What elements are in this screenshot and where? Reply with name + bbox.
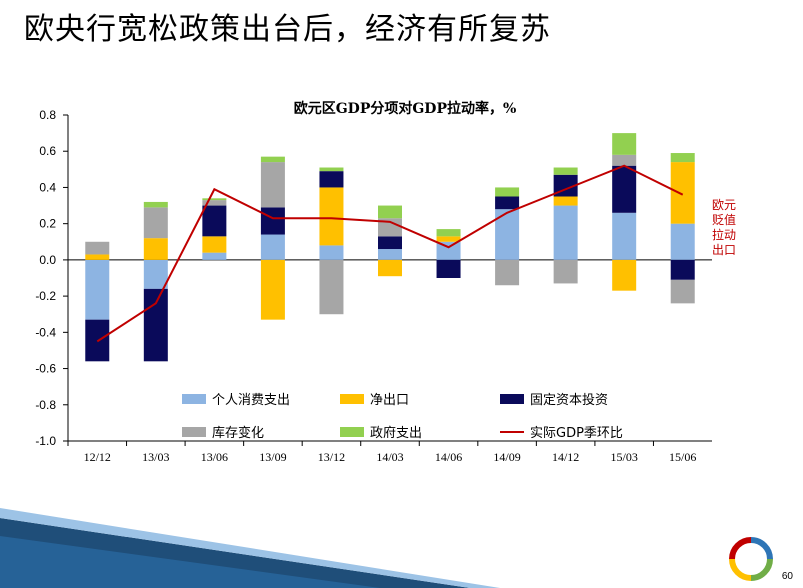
x-tick-label: 14/12	[552, 450, 579, 464]
x-tick-label: 15/06	[669, 450, 696, 464]
legend-label: 个人消费支出	[212, 393, 290, 408]
bar-net_exports	[612, 259, 637, 291]
y-tick-label: 0.2	[39, 217, 56, 231]
bar-consumption	[143, 259, 168, 289]
bar-consumption	[436, 241, 461, 260]
bar-net_exports	[319, 187, 344, 246]
chart-line	[96, 164, 684, 343]
bar-inventory	[143, 207, 168, 239]
y-tick-label: -0.8	[35, 398, 56, 412]
bar-government	[319, 167, 344, 172]
bar-fixed_investment	[319, 171, 344, 188]
x-tick-label: 14/03	[376, 450, 403, 464]
bar-net_exports	[553, 196, 578, 206]
bar-inventory	[670, 279, 695, 304]
bar-inventory	[553, 259, 578, 284]
legend-swatch-inventory	[182, 427, 206, 437]
y-tick-label: -1.0	[35, 434, 56, 448]
chart-labels: 欧元区GDP分项对GDP拉动率，% 0.8 0.6 0.4 0.2 0.0 -0.2 -0.4…	[35, 100, 696, 464]
bar-net_exports	[436, 236, 461, 242]
chart-bars	[85, 133, 695, 362]
bar-consumption	[260, 234, 285, 260]
bar-net_exports	[260, 259, 285, 320]
x-tick-label: 12/12	[84, 450, 111, 464]
bar-government	[260, 156, 285, 163]
bar-inventory	[378, 218, 402, 237]
bar-net_exports	[85, 254, 110, 260]
bar-fixed_investment	[378, 236, 402, 250]
legend-swatch-fixed_investment	[500, 394, 524, 404]
legend-label: 库存变化	[212, 425, 264, 441]
bar-government	[378, 205, 402, 219]
bar-consumption	[319, 245, 344, 260]
bar-inventory	[202, 200, 227, 206]
bar-net_exports	[202, 236, 227, 253]
bar-consumption	[553, 205, 578, 260]
bar-inventory	[495, 259, 520, 286]
slide-title: 欧央行宽松政策出台后，经济有所复苏	[24, 12, 551, 47]
y-tick-label: -0.6	[35, 362, 56, 376]
legend-swatch-net_exports	[340, 394, 364, 404]
bar-government	[553, 167, 578, 175]
footer-stripe	[0, 508, 500, 588]
y-tick-label: -0.4	[35, 325, 56, 339]
legend-swatch-government	[340, 427, 364, 437]
bar-fixed_investment	[612, 165, 637, 213]
x-tick-label: 13/09	[259, 450, 286, 464]
bar-consumption	[378, 249, 402, 260]
legend-label: 净出口	[370, 393, 409, 408]
bar-government	[143, 201, 168, 208]
bar-fixed_investment	[436, 259, 461, 278]
x-tick-label: 13/06	[201, 450, 228, 464]
bar-consumption	[670, 223, 695, 260]
bar-inventory	[85, 241, 110, 255]
bar-government	[495, 187, 520, 197]
bar-inventory	[612, 154, 637, 166]
bar-consumption	[85, 259, 110, 320]
legend-label: 实际GDP季环比	[530, 426, 623, 441]
legend-label: 固定资本投资	[530, 392, 608, 408]
y-tick-label: 0.0	[39, 253, 56, 267]
legend-swatch-consumption	[182, 394, 206, 404]
bar-net_exports	[378, 259, 402, 277]
x-tick-label: 13/03	[142, 450, 169, 464]
bar-net_exports	[670, 162, 695, 224]
x-tick-label: 14/09	[493, 450, 520, 464]
bar-consumption	[612, 212, 637, 260]
chart-annotation: 欧元贬值拉动出口	[712, 198, 737, 257]
bar-government	[436, 229, 461, 237]
x-tick-label: 14/06	[435, 450, 462, 464]
bar-inventory	[319, 259, 344, 315]
bar-fixed_investment	[260, 207, 285, 235]
y-tick-label: 0.6	[39, 144, 56, 158]
y-tick-label: 0.8	[39, 108, 56, 122]
y-tick-label: 0.4	[39, 180, 56, 194]
chart-title: 欧元区GDP分项对GDP拉动率，%	[294, 100, 517, 117]
bar-fixed_investment	[143, 288, 168, 362]
page-number: 60	[781, 571, 793, 582]
bar-fixed_investment	[670, 259, 695, 280]
bar-government	[612, 133, 637, 155]
bar-fixed_investment	[495, 196, 520, 210]
bar-fixed_investment	[202, 205, 227, 237]
bar-government	[202, 198, 227, 201]
company-logo	[729, 537, 773, 581]
bar-consumption	[202, 252, 227, 260]
bar-net_exports	[143, 238, 168, 260]
legend-label: 政府支出	[370, 426, 422, 441]
x-tick-label: 15/03	[611, 450, 638, 464]
bar-government	[670, 153, 695, 163]
x-tick-label: 13/12	[318, 450, 345, 464]
bar-inventory	[260, 162, 285, 208]
y-tick-label: -0.2	[35, 289, 56, 303]
